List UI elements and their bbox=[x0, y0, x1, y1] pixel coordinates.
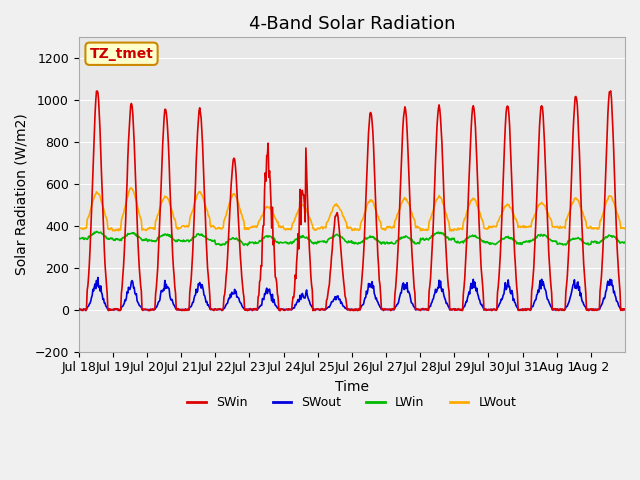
Text: TZ_tmet: TZ_tmet bbox=[90, 47, 154, 61]
X-axis label: Time: Time bbox=[335, 380, 369, 394]
Title: 4-Band Solar Radiation: 4-Band Solar Radiation bbox=[248, 15, 455, 33]
Y-axis label: Solar Radiation (W/m2): Solar Radiation (W/m2) bbox=[15, 114, 29, 276]
Legend: SWin, SWout, LWin, LWout: SWin, SWout, LWin, LWout bbox=[182, 391, 521, 414]
